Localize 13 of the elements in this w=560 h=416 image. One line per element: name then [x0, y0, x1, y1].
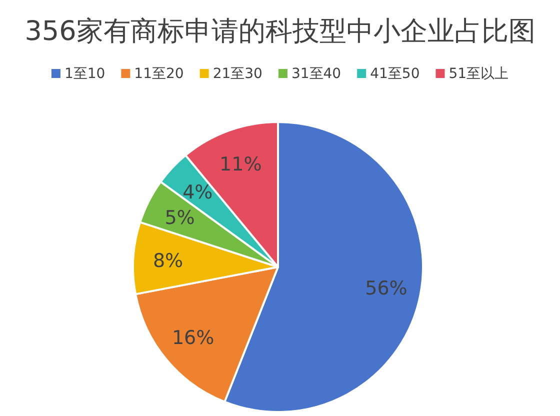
- data-label: 4%: [182, 182, 213, 204]
- chart-title: 356家有商标申请的科技型中小企业占比图: [24, 16, 536, 47]
- data-label: 8%: [152, 250, 184, 272]
- legend-label: 11至20: [134, 66, 184, 82]
- legend-label: 31至40: [291, 66, 342, 82]
- data-label: 11%: [220, 153, 262, 176]
- data-label: 56%: [365, 278, 408, 300]
- legend-label: 1至10: [64, 66, 106, 82]
- data-label: 5%: [164, 206, 195, 229]
- data-label: 16%: [172, 327, 214, 350]
- legend-label: 21至30: [212, 66, 262, 82]
- legend-label: 51至以上: [448, 66, 509, 82]
- legend-label: 41至50: [370, 66, 420, 82]
